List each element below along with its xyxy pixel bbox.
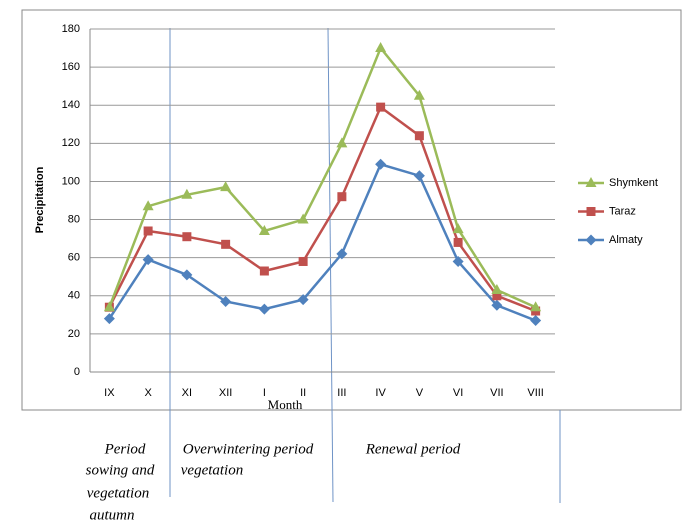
y-tick-label: 40	[68, 290, 80, 302]
x-tick-label: II	[300, 387, 306, 399]
period-annotation: autumn	[90, 507, 135, 523]
x-tick-label: IV	[375, 387, 386, 399]
period-annotation: Period	[104, 441, 146, 457]
marker	[181, 188, 193, 199]
y-tick-label: 80	[68, 213, 80, 225]
marker	[376, 102, 386, 112]
y-tick-label: 100	[62, 175, 80, 187]
legend-label: Shymkent	[609, 177, 658, 189]
marker	[337, 192, 347, 202]
marker	[453, 237, 463, 247]
x-tick-label: I	[263, 387, 266, 399]
marker	[297, 294, 309, 306]
legend-label: Almaty	[609, 234, 643, 246]
marker	[259, 266, 269, 276]
marker	[586, 207, 596, 216]
x-tick-label: X	[144, 387, 152, 399]
y-tick-label: 60	[68, 252, 80, 264]
marker	[530, 301, 542, 312]
period-annotation: vegetation	[87, 485, 149, 501]
x-tick-label: V	[416, 387, 424, 399]
y-tick-label: 180	[62, 23, 80, 35]
marker	[414, 131, 424, 141]
series-line	[108, 45, 537, 309]
marker	[336, 137, 348, 148]
x-tick-label: III	[337, 387, 346, 399]
marker	[103, 313, 115, 325]
marker	[182, 232, 192, 242]
marker	[336, 248, 348, 260]
marker	[491, 299, 503, 311]
marker	[452, 223, 464, 234]
marker	[258, 303, 270, 315]
legend-label: Taraz	[609, 205, 636, 217]
marker	[375, 42, 387, 53]
x-tick-label: IX	[104, 387, 115, 399]
period-annotation: vegetation	[181, 462, 243, 478]
series-line	[108, 105, 537, 313]
y-tick-label: 120	[62, 137, 80, 149]
marker	[220, 181, 232, 192]
x-tick-label: VIII	[527, 387, 544, 399]
marker	[220, 295, 232, 307]
x-tick-label: XII	[219, 387, 232, 399]
y-tick-label: 160	[62, 61, 80, 73]
marker	[103, 301, 115, 312]
marker	[452, 255, 464, 267]
y-tick-label: 20	[68, 328, 80, 340]
marker	[492, 291, 502, 301]
period-annotation: Renewal period	[365, 441, 461, 457]
y-tick-label: 140	[62, 99, 80, 111]
y-axis-label: Precipitation	[34, 166, 46, 233]
marker	[298, 256, 308, 266]
marker	[221, 239, 231, 249]
x-tick-label: VII	[490, 387, 503, 399]
x-tick-label: VI	[453, 387, 463, 399]
marker	[258, 224, 270, 235]
marker	[413, 170, 425, 182]
period-divider	[327, 27, 334, 503]
marker	[375, 158, 387, 170]
chart-frame	[21, 9, 682, 411]
series-line	[108, 162, 537, 322]
marker	[142, 200, 154, 211]
period-annotation: sowing and	[86, 462, 155, 478]
period-annotation: Overwintering period	[183, 441, 314, 457]
x-tick-label: XI	[182, 387, 192, 399]
marker	[143, 226, 153, 236]
marker	[142, 254, 154, 266]
marker	[413, 89, 425, 100]
marker	[491, 284, 503, 295]
marker	[297, 213, 309, 224]
y-tick-label: 0	[74, 366, 80, 378]
marker	[181, 269, 193, 281]
x-axis-label: Month	[268, 397, 303, 412]
marker	[530, 315, 542, 327]
marker	[585, 177, 597, 187]
marker	[585, 234, 597, 246]
